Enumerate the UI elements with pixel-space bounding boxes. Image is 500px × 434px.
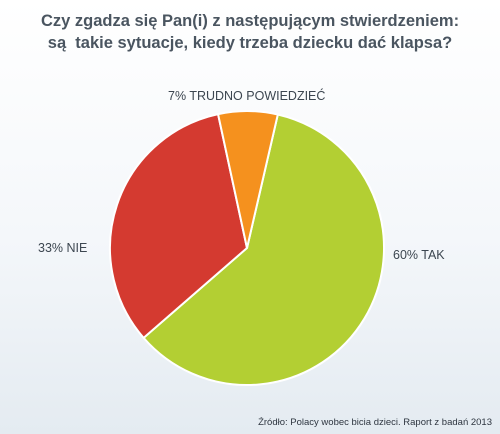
- chart-title: Czy zgadza się Pan(i) z następującym stw…: [0, 10, 500, 54]
- pie-slice-tak: [142, 113, 385, 386]
- pie-slice-nie: [109, 112, 249, 340]
- slice-label-nie: 33% NIE: [38, 241, 88, 255]
- slice-label-trudno-powiedziec: 7% TRUDNO POWIEDZIEĆ: [168, 89, 326, 103]
- pie-slice-trudno-powiedziec: [216, 110, 280, 249]
- slice-label-tak: 60% TAK: [393, 248, 445, 262]
- source-note: Źródło: Polacy wobec bicia dzieci. Rapor…: [258, 417, 492, 428]
- chart-title-line-1: Czy zgadza się Pan(i) z następującym stw…: [40, 12, 460, 30]
- chart-title-line-2: są takie sytuacje, kiedy trzeba dziecku …: [47, 34, 453, 52]
